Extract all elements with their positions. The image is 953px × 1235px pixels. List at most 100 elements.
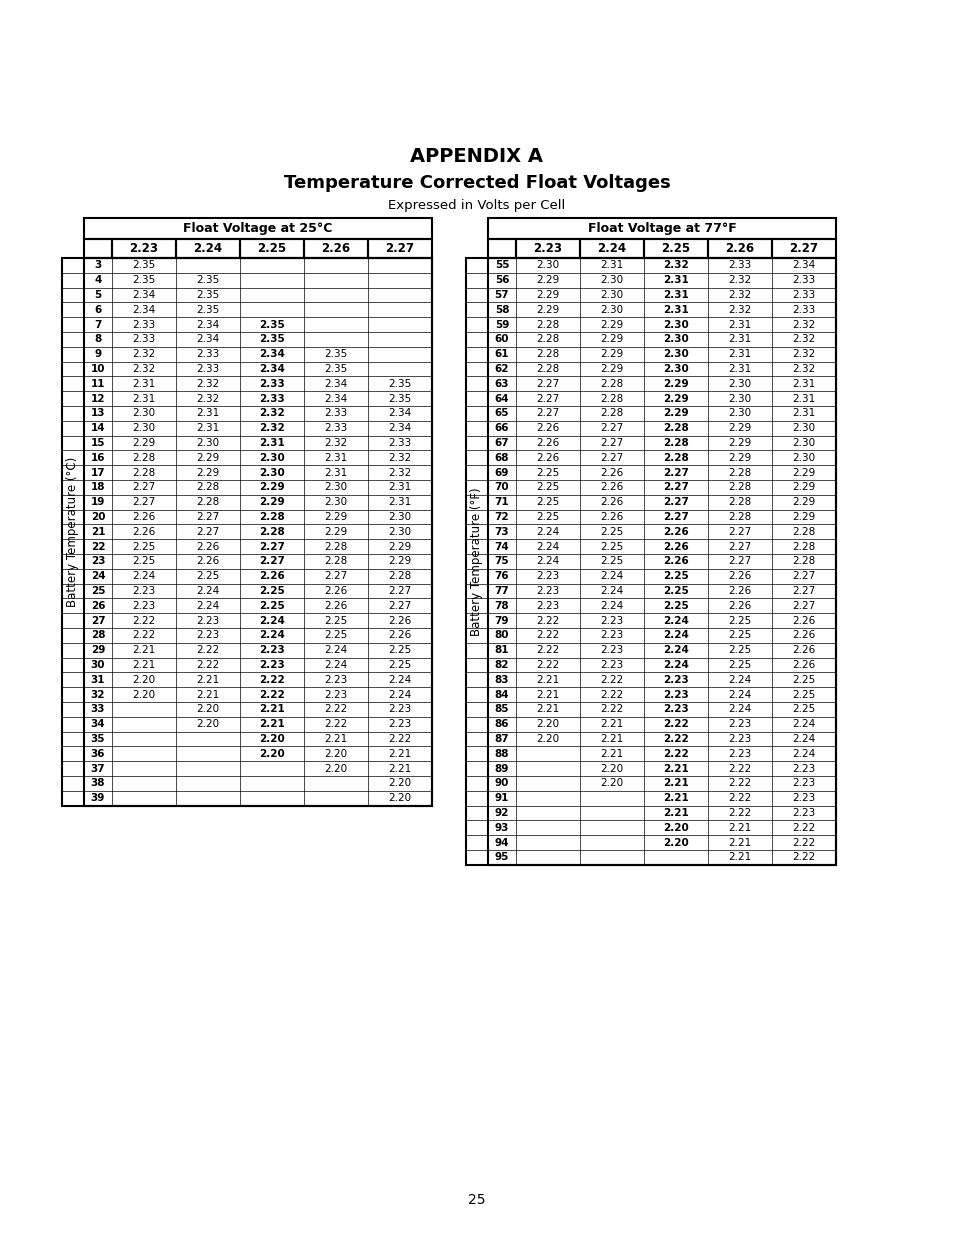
Text: 2.21: 2.21 [662, 763, 688, 773]
Text: 85: 85 [495, 704, 509, 714]
Text: 2.24: 2.24 [662, 630, 688, 641]
Text: 2.27: 2.27 [259, 557, 285, 567]
Text: 2.34: 2.34 [388, 409, 411, 419]
Bar [488, 240, 516, 258]
Text: 2.23: 2.23 [259, 659, 285, 671]
Text: 20: 20 [91, 513, 105, 522]
Text: 2.25: 2.25 [196, 572, 219, 582]
Text: 2.22: 2.22 [388, 734, 411, 743]
Text: 2.30: 2.30 [662, 320, 688, 330]
Text: 2.25: 2.25 [536, 483, 559, 493]
Text: 2.25: 2.25 [324, 630, 347, 641]
Text: 2.35: 2.35 [132, 275, 155, 285]
Bar [643, 240, 707, 258]
Text: Temperature Corrected Float Voltages: Temperature Corrected Float Voltages [283, 174, 670, 191]
Text: 2.30: 2.30 [599, 275, 623, 285]
Text: 75: 75 [495, 557, 509, 567]
Text: 2.34: 2.34 [324, 379, 347, 389]
Bar [240, 240, 304, 258]
Text: 2.29: 2.29 [536, 305, 559, 315]
Text: 2.22: 2.22 [792, 837, 815, 847]
Text: 2.23: 2.23 [792, 808, 815, 818]
Text: 2.28: 2.28 [662, 453, 688, 463]
Text: 2.24: 2.24 [792, 748, 815, 758]
Text: 2.25: 2.25 [662, 585, 688, 597]
Text: 2.30: 2.30 [792, 453, 815, 463]
Text: 36: 36 [91, 748, 105, 758]
Text: 2.25: 2.25 [388, 645, 411, 656]
Text: 2.26: 2.26 [599, 513, 623, 522]
Text: 2.29: 2.29 [196, 453, 219, 463]
Text: 2.20: 2.20 [324, 763, 347, 773]
Text: 2.20: 2.20 [536, 719, 559, 729]
Text: 2.28: 2.28 [727, 483, 751, 493]
Text: 2.28: 2.28 [324, 542, 347, 552]
Text: 2.27: 2.27 [132, 483, 155, 493]
Text: 2.25: 2.25 [792, 704, 815, 714]
Text: 2.30: 2.30 [728, 394, 751, 404]
Text: 2.31: 2.31 [727, 364, 751, 374]
Text: 2.35: 2.35 [132, 261, 155, 270]
Text: 2.28: 2.28 [662, 424, 688, 433]
Text: 2.35: 2.35 [259, 335, 285, 345]
Text: 2.23: 2.23 [727, 719, 751, 729]
Text: 2.24: 2.24 [599, 585, 623, 597]
Text: 2.34: 2.34 [132, 290, 155, 300]
Text: 64: 64 [495, 394, 509, 404]
Bar [465, 258, 835, 864]
Text: 2.25: 2.25 [536, 498, 559, 508]
Text: 2.22: 2.22 [196, 645, 219, 656]
Text: Float Voltage at 25°C: Float Voltage at 25°C [183, 222, 333, 235]
Text: 2.20: 2.20 [536, 734, 559, 743]
Text: 61: 61 [495, 350, 509, 359]
Text: 56: 56 [495, 275, 509, 285]
Bar [304, 240, 368, 258]
Text: 2.27: 2.27 [388, 585, 411, 597]
Text: 2.29: 2.29 [662, 409, 688, 419]
Text: 2.20: 2.20 [324, 748, 347, 758]
Text: 2.28: 2.28 [132, 468, 155, 478]
Text: 2.32: 2.32 [196, 379, 219, 389]
Text: 2.26: 2.26 [599, 498, 623, 508]
Text: 2.26: 2.26 [324, 600, 347, 611]
Text: 2.32: 2.32 [259, 409, 285, 419]
Text: 2.29: 2.29 [388, 557, 411, 567]
Text: 2.24: 2.24 [324, 645, 347, 656]
Text: 57: 57 [495, 290, 509, 300]
Text: 2.29: 2.29 [662, 379, 688, 389]
Text: 2.22: 2.22 [727, 793, 751, 803]
Text: 80: 80 [495, 630, 509, 641]
Text: 2.26: 2.26 [536, 424, 559, 433]
Text: 2.30: 2.30 [792, 438, 815, 448]
Text: 2.20: 2.20 [388, 793, 411, 803]
Text: 2.23: 2.23 [599, 645, 623, 656]
Text: 2.27: 2.27 [727, 542, 751, 552]
Text: 2.23: 2.23 [196, 630, 219, 641]
Text: 25: 25 [91, 585, 105, 597]
Text: 59: 59 [495, 320, 509, 330]
Text: 2.23: 2.23 [599, 659, 623, 671]
Text: 10: 10 [91, 364, 105, 374]
Text: 2.26: 2.26 [792, 659, 815, 671]
Text: 2.24: 2.24 [792, 719, 815, 729]
Text: 2.24: 2.24 [662, 615, 688, 626]
Text: 2.20: 2.20 [132, 674, 155, 684]
Text: 28: 28 [91, 630, 105, 641]
Text: 14: 14 [91, 424, 105, 433]
Text: 2.30: 2.30 [196, 438, 219, 448]
Text: 2.34: 2.34 [324, 394, 347, 404]
Text: 2.22: 2.22 [662, 734, 688, 743]
Text: 31: 31 [91, 674, 105, 684]
Text: 66: 66 [495, 424, 509, 433]
Text: 2.22: 2.22 [536, 630, 559, 641]
Text: 2.21: 2.21 [727, 823, 751, 832]
Text: 2.23: 2.23 [536, 600, 559, 611]
Text: 2.28: 2.28 [792, 557, 815, 567]
Text: Battery Temperature (°C): Battery Temperature (°C) [67, 457, 79, 606]
Text: 2.28: 2.28 [599, 379, 623, 389]
Text: 2.22: 2.22 [536, 659, 559, 671]
Text: 22: 22 [91, 542, 105, 552]
Text: 2.34: 2.34 [388, 424, 411, 433]
Text: 19: 19 [91, 498, 105, 508]
Text: 69: 69 [495, 468, 509, 478]
